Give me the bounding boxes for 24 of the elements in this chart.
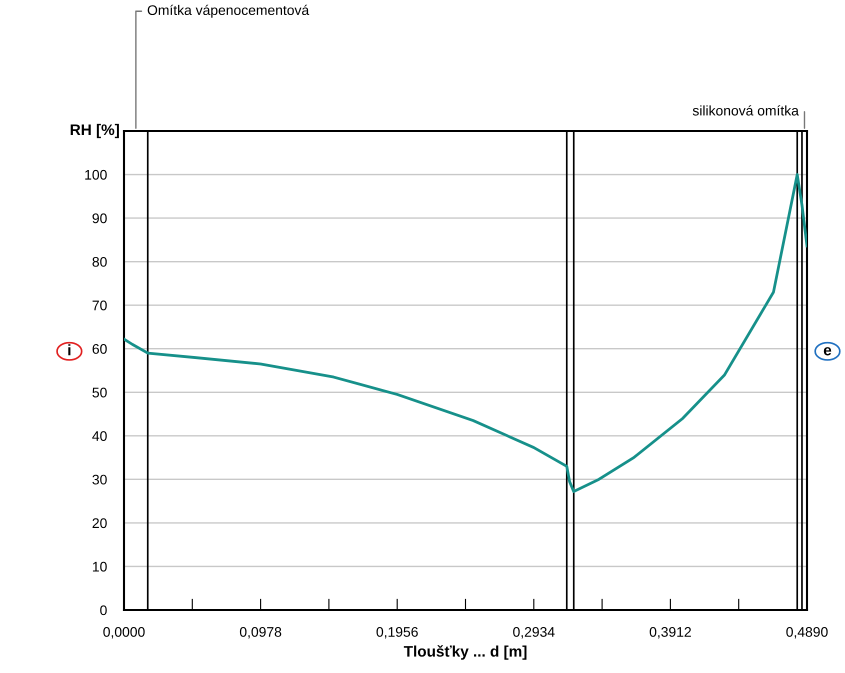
x-tick-label: 0,4890: [786, 627, 828, 639]
y-axis-title: RH [%]: [70, 124, 119, 138]
y-tick-label: 10: [92, 562, 107, 572]
x-tick-label: 0,2934: [513, 627, 555, 639]
y-tick-label: 100: [85, 170, 107, 180]
text: i: [68, 344, 70, 356]
x-tick-label: 0,0000: [103, 627, 145, 639]
x-tick-label: 0,0978: [240, 627, 282, 639]
y-tick-label: 0: [100, 605, 107, 616]
y-tick-label: 40: [92, 431, 107, 441]
text: silikonová omítka: [692, 105, 799, 116]
x-axis-title: Tloušťky ... d [m]: [404, 645, 526, 660]
y-tick-label: 70: [92, 300, 107, 310]
y-tick-label: 30: [92, 474, 107, 485]
y-tick-label: 50: [92, 388, 107, 398]
y-tick-label: 20: [92, 518, 107, 528]
y-tick-label: 90: [92, 213, 107, 224]
y-tick-label: 80: [92, 256, 107, 267]
x-tick-label: 0,3912: [650, 627, 691, 639]
text: e: [824, 347, 832, 356]
text: Omítka vápenocementová: [148, 4, 310, 18]
x-tick-label: 0,1956: [376, 627, 418, 639]
y-tick-label: 60: [92, 344, 107, 354]
line-series: [124, 173, 807, 493]
